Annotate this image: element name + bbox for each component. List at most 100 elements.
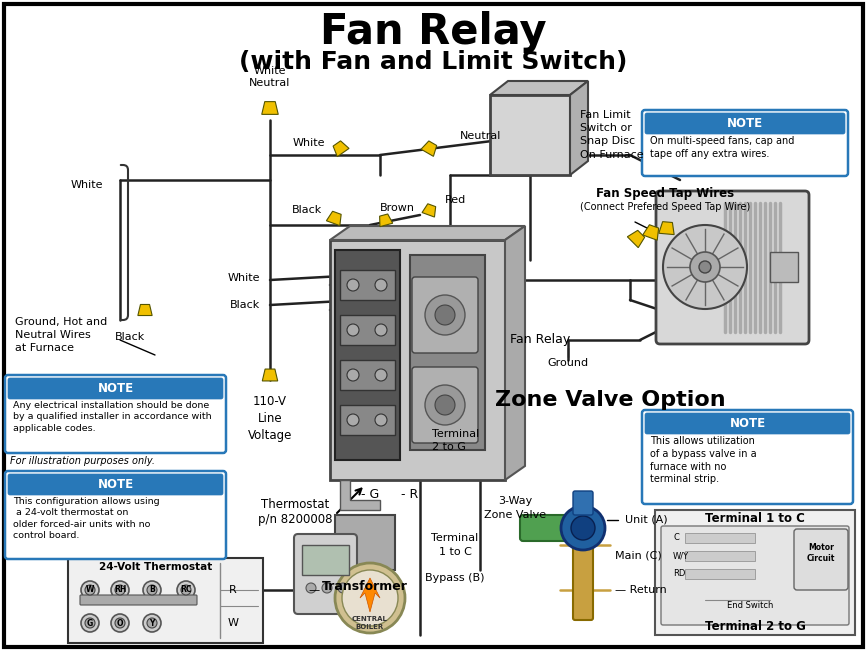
Text: W: W	[227, 618, 238, 628]
Circle shape	[375, 369, 387, 381]
FancyBboxPatch shape	[340, 315, 395, 345]
Circle shape	[347, 369, 359, 381]
Circle shape	[375, 279, 387, 291]
FancyBboxPatch shape	[490, 95, 570, 175]
Polygon shape	[340, 480, 380, 510]
Text: Y: Y	[149, 618, 154, 628]
Text: - G: - G	[361, 488, 379, 501]
Circle shape	[347, 279, 359, 291]
Polygon shape	[505, 226, 525, 480]
Text: Fan Speed Tap Wires: Fan Speed Tap Wires	[596, 187, 734, 200]
Circle shape	[347, 414, 359, 426]
Text: End Switch: End Switch	[727, 600, 773, 609]
Text: White: White	[227, 273, 260, 283]
Text: NOTE: NOTE	[97, 478, 134, 491]
Text: Ground: Ground	[547, 358, 589, 368]
FancyBboxPatch shape	[330, 240, 505, 480]
Text: Fan Relay: Fan Relay	[510, 333, 570, 346]
Circle shape	[347, 324, 359, 336]
Circle shape	[338, 583, 348, 593]
Circle shape	[306, 583, 316, 593]
FancyBboxPatch shape	[520, 515, 576, 541]
Text: NOTE: NOTE	[727, 117, 763, 130]
Text: (with Fan and Limit Switch): (with Fan and Limit Switch)	[238, 50, 627, 74]
FancyBboxPatch shape	[340, 405, 395, 435]
Circle shape	[111, 614, 129, 632]
Circle shape	[115, 585, 125, 595]
Text: White
Neutral: White Neutral	[250, 66, 290, 88]
Text: Black: Black	[114, 332, 145, 342]
FancyBboxPatch shape	[340, 270, 395, 300]
Polygon shape	[422, 204, 436, 217]
Polygon shape	[360, 578, 380, 612]
Text: (Connect Prefered Speed Tap Wire): (Connect Prefered Speed Tap Wire)	[580, 202, 750, 212]
Circle shape	[435, 395, 455, 415]
Circle shape	[143, 581, 161, 599]
FancyBboxPatch shape	[5, 375, 226, 453]
Circle shape	[147, 618, 157, 628]
Text: NOTE: NOTE	[97, 382, 134, 395]
Text: Main (C): Main (C)	[615, 551, 662, 561]
FancyBboxPatch shape	[655, 510, 855, 635]
Text: Black: Black	[230, 300, 260, 310]
Text: 3-Way
Zone Valve: 3-Way Zone Valve	[484, 497, 546, 519]
FancyBboxPatch shape	[642, 410, 853, 504]
Circle shape	[561, 506, 605, 550]
Circle shape	[435, 305, 455, 325]
FancyBboxPatch shape	[685, 551, 755, 561]
Text: Transformer: Transformer	[322, 580, 408, 593]
FancyBboxPatch shape	[5, 471, 226, 559]
Circle shape	[425, 385, 465, 425]
FancyBboxPatch shape	[573, 491, 593, 515]
Text: Red: Red	[445, 195, 466, 205]
Text: G: G	[87, 618, 93, 628]
Text: O: O	[117, 618, 123, 628]
Text: Brown: Brown	[380, 203, 415, 213]
Polygon shape	[380, 214, 393, 227]
Text: 110-V
Line
Voltage: 110-V Line Voltage	[248, 395, 292, 442]
Text: White: White	[292, 138, 325, 148]
Polygon shape	[659, 221, 675, 234]
Text: RD: RD	[673, 570, 686, 579]
Text: Fan Limit
Switch or
Snap Disc
On Furnace: Fan Limit Switch or Snap Disc On Furnace	[580, 110, 643, 159]
Circle shape	[81, 614, 99, 632]
Polygon shape	[628, 230, 645, 247]
Circle shape	[143, 614, 161, 632]
Text: R: R	[229, 585, 237, 595]
FancyBboxPatch shape	[685, 569, 755, 579]
Text: — Return: — Return	[615, 585, 667, 595]
FancyBboxPatch shape	[80, 595, 197, 605]
Text: This allows utilization
of a bypass valve in a
furnace with no
terminal strip.: This allows utilization of a bypass valv…	[650, 436, 757, 484]
Circle shape	[81, 581, 99, 599]
Text: Terminal 2 to G: Terminal 2 to G	[705, 620, 805, 633]
Circle shape	[85, 618, 95, 628]
FancyBboxPatch shape	[68, 558, 263, 643]
FancyBboxPatch shape	[573, 536, 593, 620]
FancyBboxPatch shape	[794, 529, 848, 590]
Text: —: —	[308, 585, 319, 595]
Circle shape	[181, 585, 191, 595]
FancyBboxPatch shape	[335, 515, 395, 570]
Polygon shape	[138, 305, 152, 316]
Circle shape	[177, 581, 195, 599]
Circle shape	[375, 414, 387, 426]
Text: Ground, Hot and
Neutral Wires
at Furnace: Ground, Hot and Neutral Wires at Furnace	[15, 317, 108, 353]
FancyBboxPatch shape	[661, 526, 849, 625]
Circle shape	[342, 570, 398, 626]
Text: Neutral: Neutral	[460, 131, 501, 141]
FancyBboxPatch shape	[770, 252, 798, 282]
Polygon shape	[490, 81, 588, 95]
FancyBboxPatch shape	[645, 413, 850, 434]
Text: W/Y: W/Y	[673, 551, 689, 561]
Text: For illustration purposes only.: For illustration purposes only.	[10, 456, 155, 466]
Polygon shape	[421, 141, 437, 156]
FancyBboxPatch shape	[8, 474, 223, 495]
FancyBboxPatch shape	[302, 545, 349, 575]
Text: Motor
Circuit: Motor Circuit	[807, 543, 835, 563]
Polygon shape	[333, 141, 349, 157]
Text: Thermostat
p/n 8200008: Thermostat p/n 8200008	[257, 498, 332, 526]
Circle shape	[425, 295, 465, 335]
FancyBboxPatch shape	[335, 250, 400, 460]
FancyBboxPatch shape	[410, 255, 485, 450]
Text: 24-Volt Thermostat: 24-Volt Thermostat	[99, 562, 212, 572]
